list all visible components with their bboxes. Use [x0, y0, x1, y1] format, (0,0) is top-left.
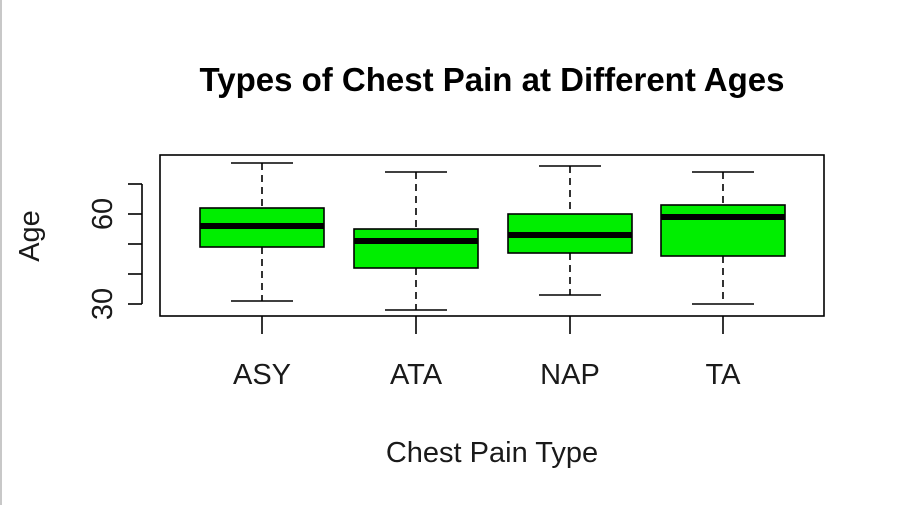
y-tick-label: 60: [87, 198, 119, 230]
x-tick-label: NAP: [540, 359, 600, 391]
x-tick-label: ASY: [233, 359, 291, 391]
y-axis-label: Age: [14, 210, 46, 262]
boxes-group: [199, 162, 786, 311]
x-axis-label: Chest Pain Type: [386, 437, 598, 469]
x-tick-label: TA: [706, 359, 742, 391]
y-axis: 30 60: [87, 183, 143, 320]
y-tick-label: 30: [87, 288, 119, 320]
iqr-box: [660, 204, 786, 257]
plot-area: [159, 154, 825, 317]
x-axis: ASY ATA NAP TA: [233, 316, 741, 391]
iqr-box: [353, 228, 479, 269]
box-ata: [353, 171, 479, 311]
chart-title: Types of Chest Pain at Different Ages: [200, 61, 785, 98]
box-asy: [199, 162, 325, 302]
x-tick-label: ATA: [390, 359, 443, 391]
box-ta: [660, 171, 786, 305]
box-nap: [507, 165, 633, 296]
